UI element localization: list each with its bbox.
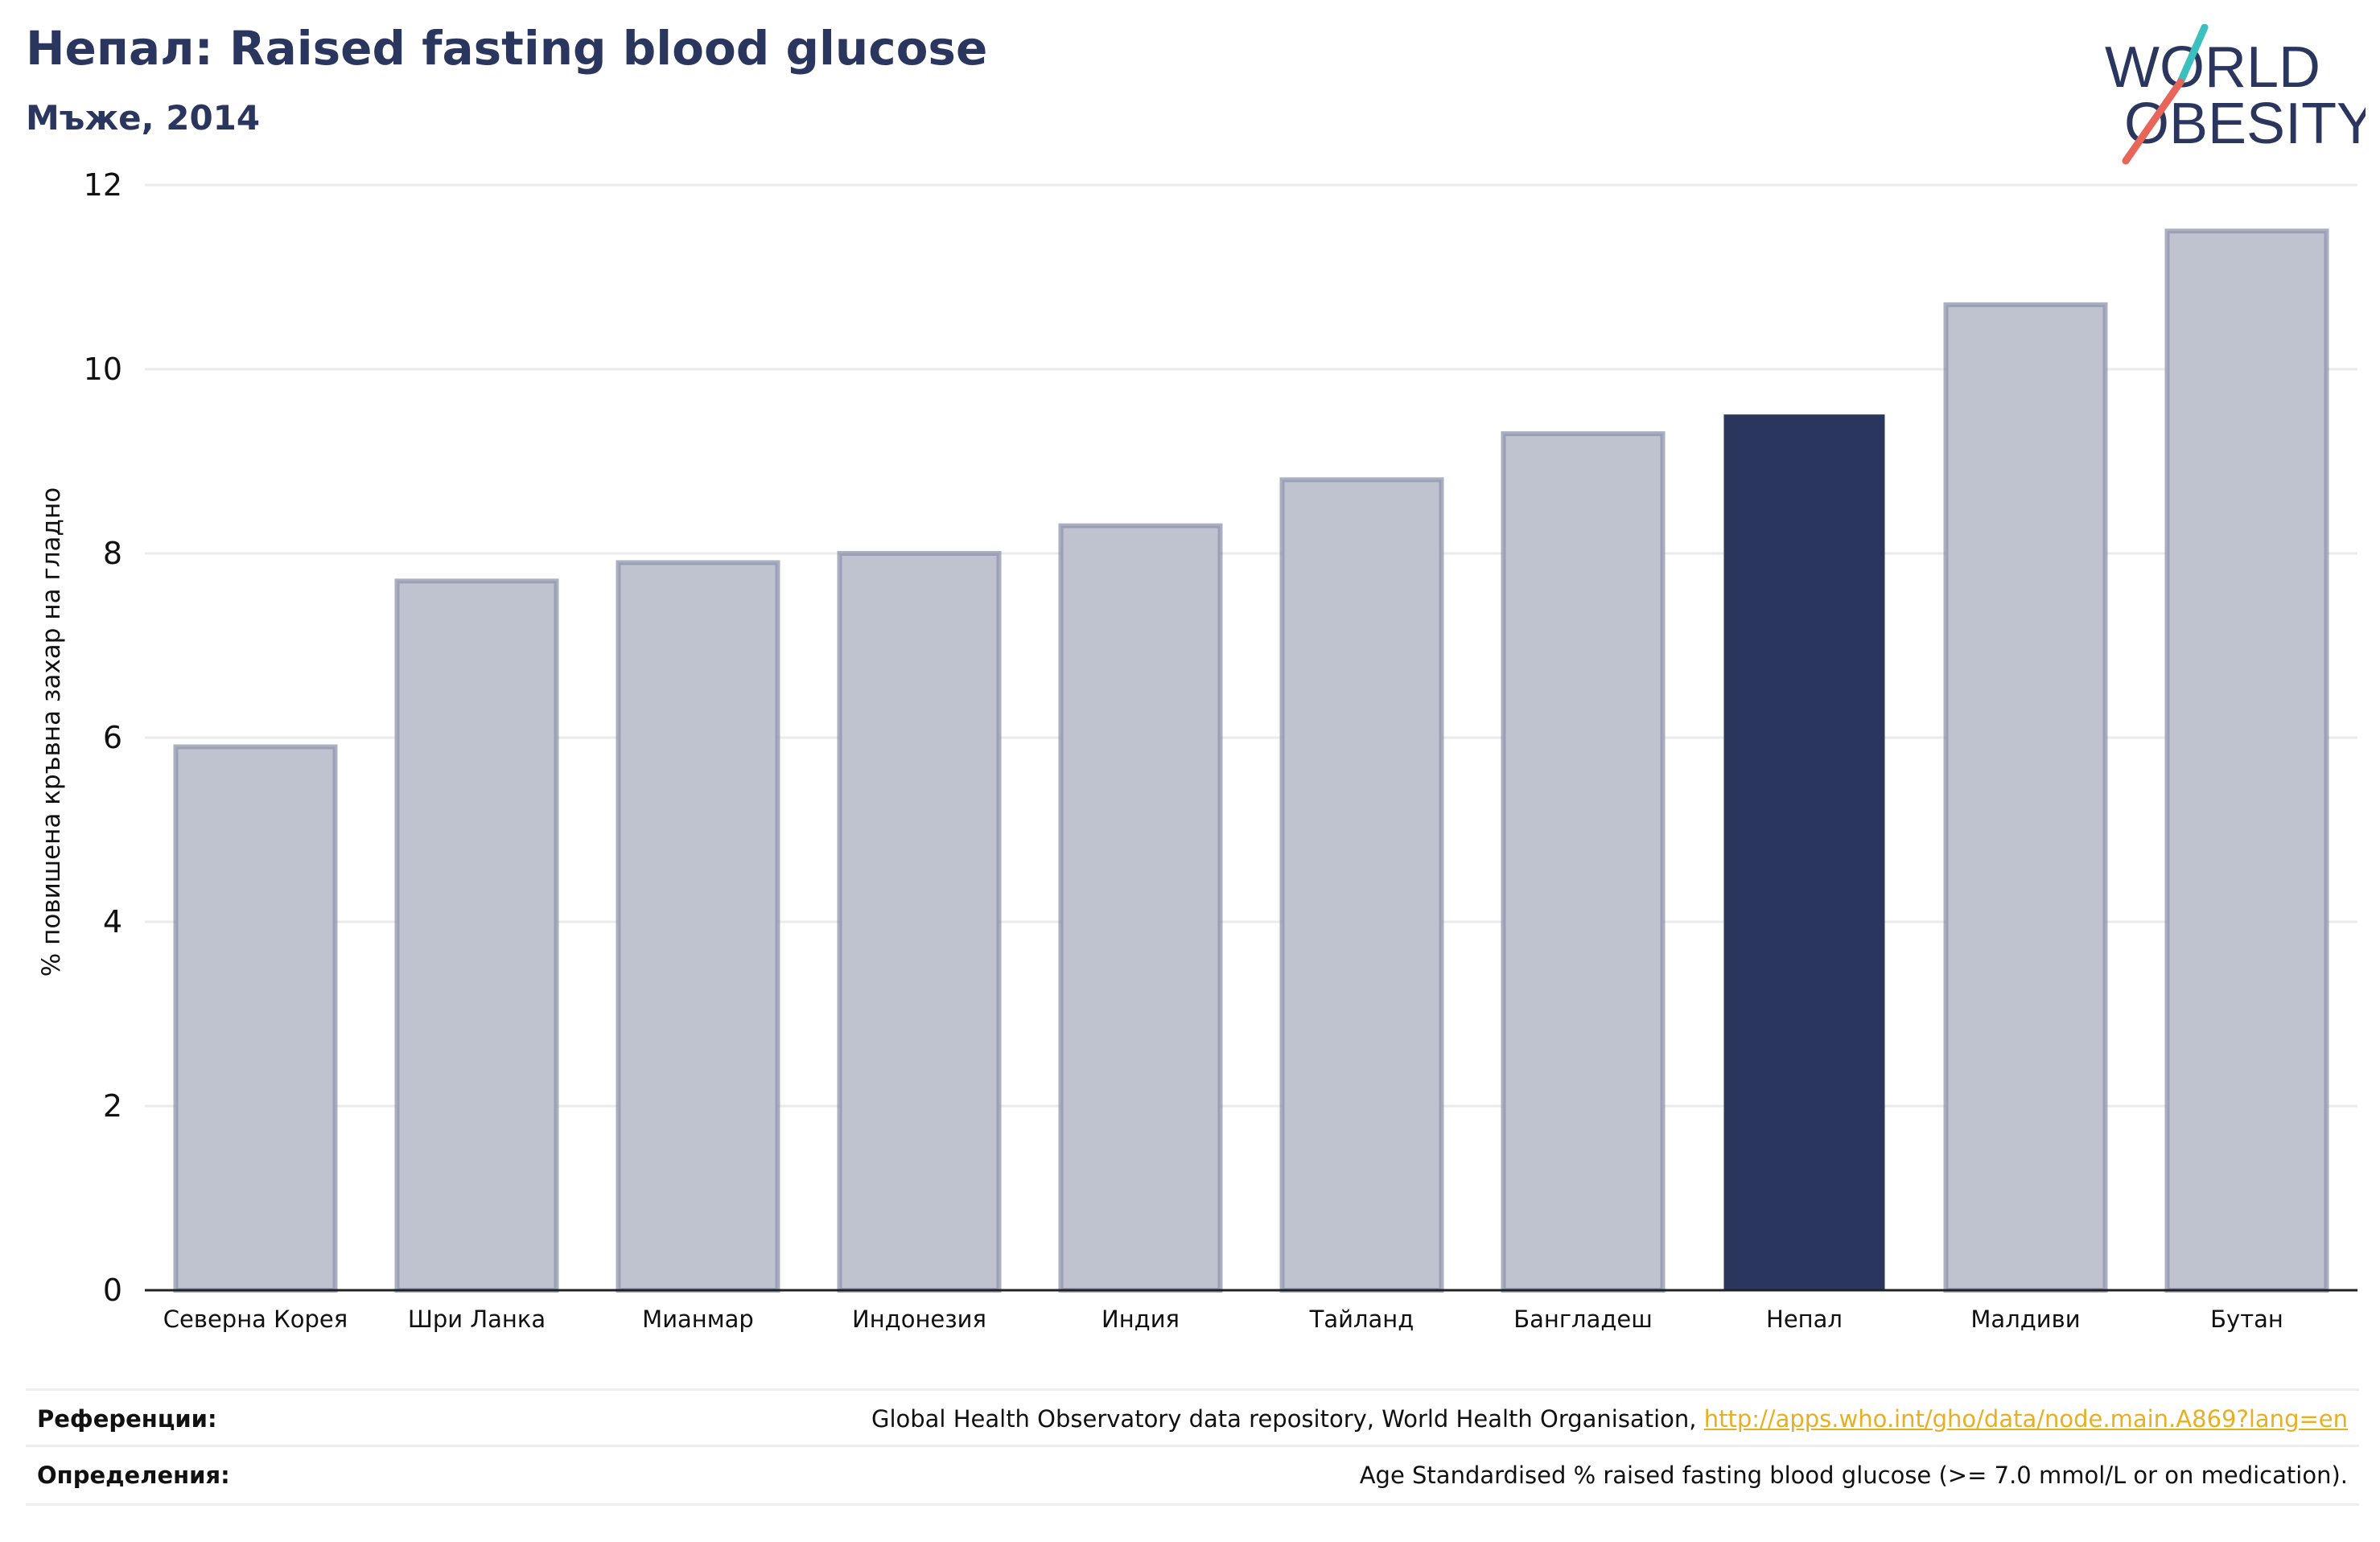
bar: [173, 744, 338, 1293]
bar: [2164, 228, 2329, 1293]
y-tick-label: 0: [103, 1273, 122, 1308]
x-tick-label: Малдиви: [1970, 1306, 2080, 1333]
logo-line1: WORLD: [2105, 35, 2320, 100]
x-tick-label: Индонезия: [852, 1306, 986, 1333]
world-obesity-logo: WORLD OBESITY: [2105, 24, 2366, 165]
bar: [1279, 477, 1444, 1293]
page-subtitle: Мъже, 2014: [26, 98, 261, 138]
x-axis-ticks: Северна Корея Шри Ланка Мианмар Индонезия Ин…: [163, 1306, 2283, 1333]
bar: [1058, 523, 1223, 1293]
logo-slash-coral: [2122, 78, 2184, 165]
references-value: Global Health Observatory data repositor…: [871, 1405, 2359, 1433]
references-label: Референции:: [37, 1405, 217, 1433]
references-link[interactable]: http://apps.who.int/gho/data/node.main.A…: [1703, 1405, 2348, 1433]
bar: [837, 551, 1002, 1293]
definitions-label: Определения:: [37, 1462, 230, 1489]
bars: [173, 228, 2329, 1293]
bar: [1501, 431, 1666, 1293]
y-tick-label: 4: [103, 904, 122, 940]
x-tick-label: Северна Корея: [163, 1306, 348, 1333]
y-tick-label: 2: [103, 1088, 122, 1124]
definitions-row: Определения: Age Standardised % raised f…: [26, 1445, 2359, 1506]
bar: [1943, 302, 2108, 1293]
definitions-text: Age Standardised % raised fasting blood …: [1359, 1462, 2348, 1489]
x-tick-label: Бутан: [2210, 1306, 2283, 1333]
x-tick-label: Мианмар: [642, 1306, 754, 1333]
bar-highlighted: [1723, 414, 1885, 1291]
x-tick-label: Индия: [1101, 1306, 1180, 1333]
y-tick-label: 10: [84, 352, 122, 387]
bar: [616, 560, 780, 1293]
x-tick-label: Шри Ланка: [408, 1306, 546, 1333]
bar-chart: 0 2 4 6 8 10 12 Северна Корея Шри Ланка Мианмар И…: [84, 167, 2357, 1333]
y-axis-label: % повишена кръвна захар на гладно: [37, 487, 66, 977]
bar: [394, 578, 559, 1293]
x-tick-label: Непал: [1766, 1306, 1843, 1333]
y-tick-label: 8: [103, 536, 122, 571]
y-axis-ticks: 0 2 4 6 8 10 12: [84, 167, 122, 1308]
y-tick-label: 6: [103, 720, 122, 755]
references-row: Референции: Global Health Observatory da…: [26, 1388, 2359, 1447]
x-tick-label: Тайланд: [1309, 1306, 1414, 1333]
logo-slash-teal: [2176, 24, 2209, 86]
references-text: Global Health Observatory data repositor…: [871, 1405, 1704, 1433]
x-tick-label: Бангладеш: [1513, 1306, 1653, 1333]
page-title: Непал: Raised fasting blood glucose: [26, 21, 988, 76]
y-tick-label: 12: [84, 167, 122, 203]
